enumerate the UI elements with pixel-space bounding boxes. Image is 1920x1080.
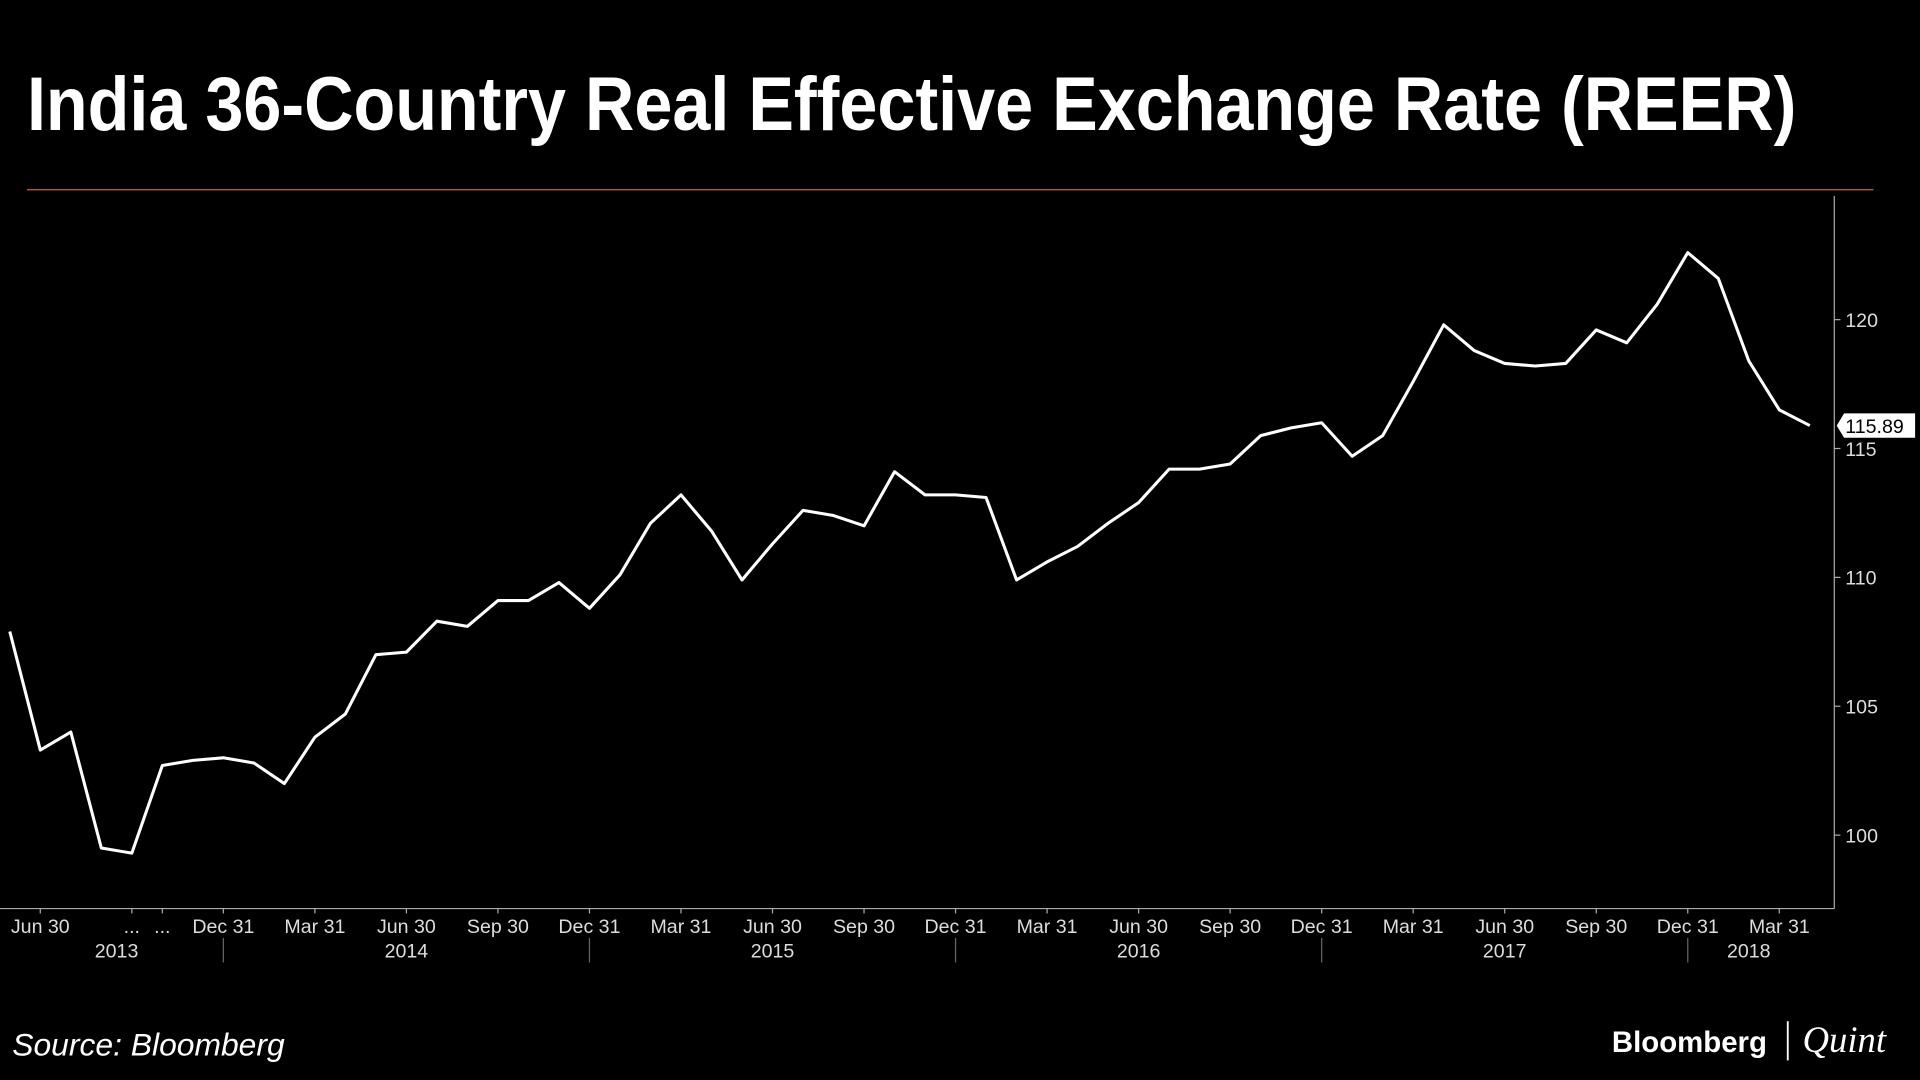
x-tick-label: Jun 30	[377, 916, 436, 938]
source: Source: Bloomberg	[12, 1027, 285, 1063]
x-tick-label: Mar 31	[1749, 916, 1810, 938]
x-tick-label: Jun 30	[1475, 916, 1534, 938]
brand-sub: Quint	[1802, 1019, 1886, 1060]
brand: Bloomberg	[1612, 1026, 1767, 1059]
y-tick-label: 105	[1845, 697, 1878, 719]
x-tick-label: Dec 31	[1657, 916, 1719, 938]
y-tick-label: 110	[1845, 568, 1876, 590]
x-tick-label: Mar 31	[651, 916, 712, 938]
y-tick-label: 115	[1845, 439, 1876, 461]
y-tick-label: 120	[1845, 310, 1878, 332]
x-tick-label: Mar 31	[284, 916, 345, 938]
year-label: 2018	[1727, 941, 1771, 963]
x-tick-label: Dec 31	[558, 916, 620, 938]
x-tick-label: Jun 30	[1109, 916, 1168, 938]
x-tick-label: Jun 30	[743, 916, 802, 938]
x-tick-label: Sep 30	[467, 916, 529, 938]
line	[8, 251, 1811, 855]
year-label: 2016	[1117, 941, 1161, 963]
x-tick-label: ...	[154, 916, 170, 938]
x-tick-label: Mar 31	[1017, 916, 1078, 938]
year-label: 2015	[751, 941, 795, 963]
year-label: 2017	[1483, 941, 1527, 963]
x-tick-label: Dec 31	[925, 916, 987, 938]
x-tick-label: Sep 30	[1199, 916, 1261, 938]
x-tick-label: Mar 31	[1383, 916, 1444, 938]
x-tick-label: Jun 30	[11, 916, 70, 938]
year-label: 2014	[385, 941, 429, 963]
last-value-box	[1836, 413, 1916, 438]
year-label: 2013	[95, 941, 139, 963]
chart-title: India 36-Country Real Effective Exchange…	[27, 62, 1796, 147]
x-tick-label: Dec 31	[192, 916, 254, 938]
x-tick-label: Sep 30	[1565, 916, 1627, 938]
y-tick-label: 100	[1845, 825, 1878, 847]
x-tick-label: ...	[124, 916, 140, 938]
x-tick-label: Dec 31	[1291, 916, 1353, 938]
x-tick-label: Sep 30	[833, 916, 895, 938]
plot: 100 105 110 115 120 Jun 30...... Dec 31 Mar 31 J…	[0, 195, 1916, 963]
last-value-label: 115.89	[1845, 416, 1903, 438]
